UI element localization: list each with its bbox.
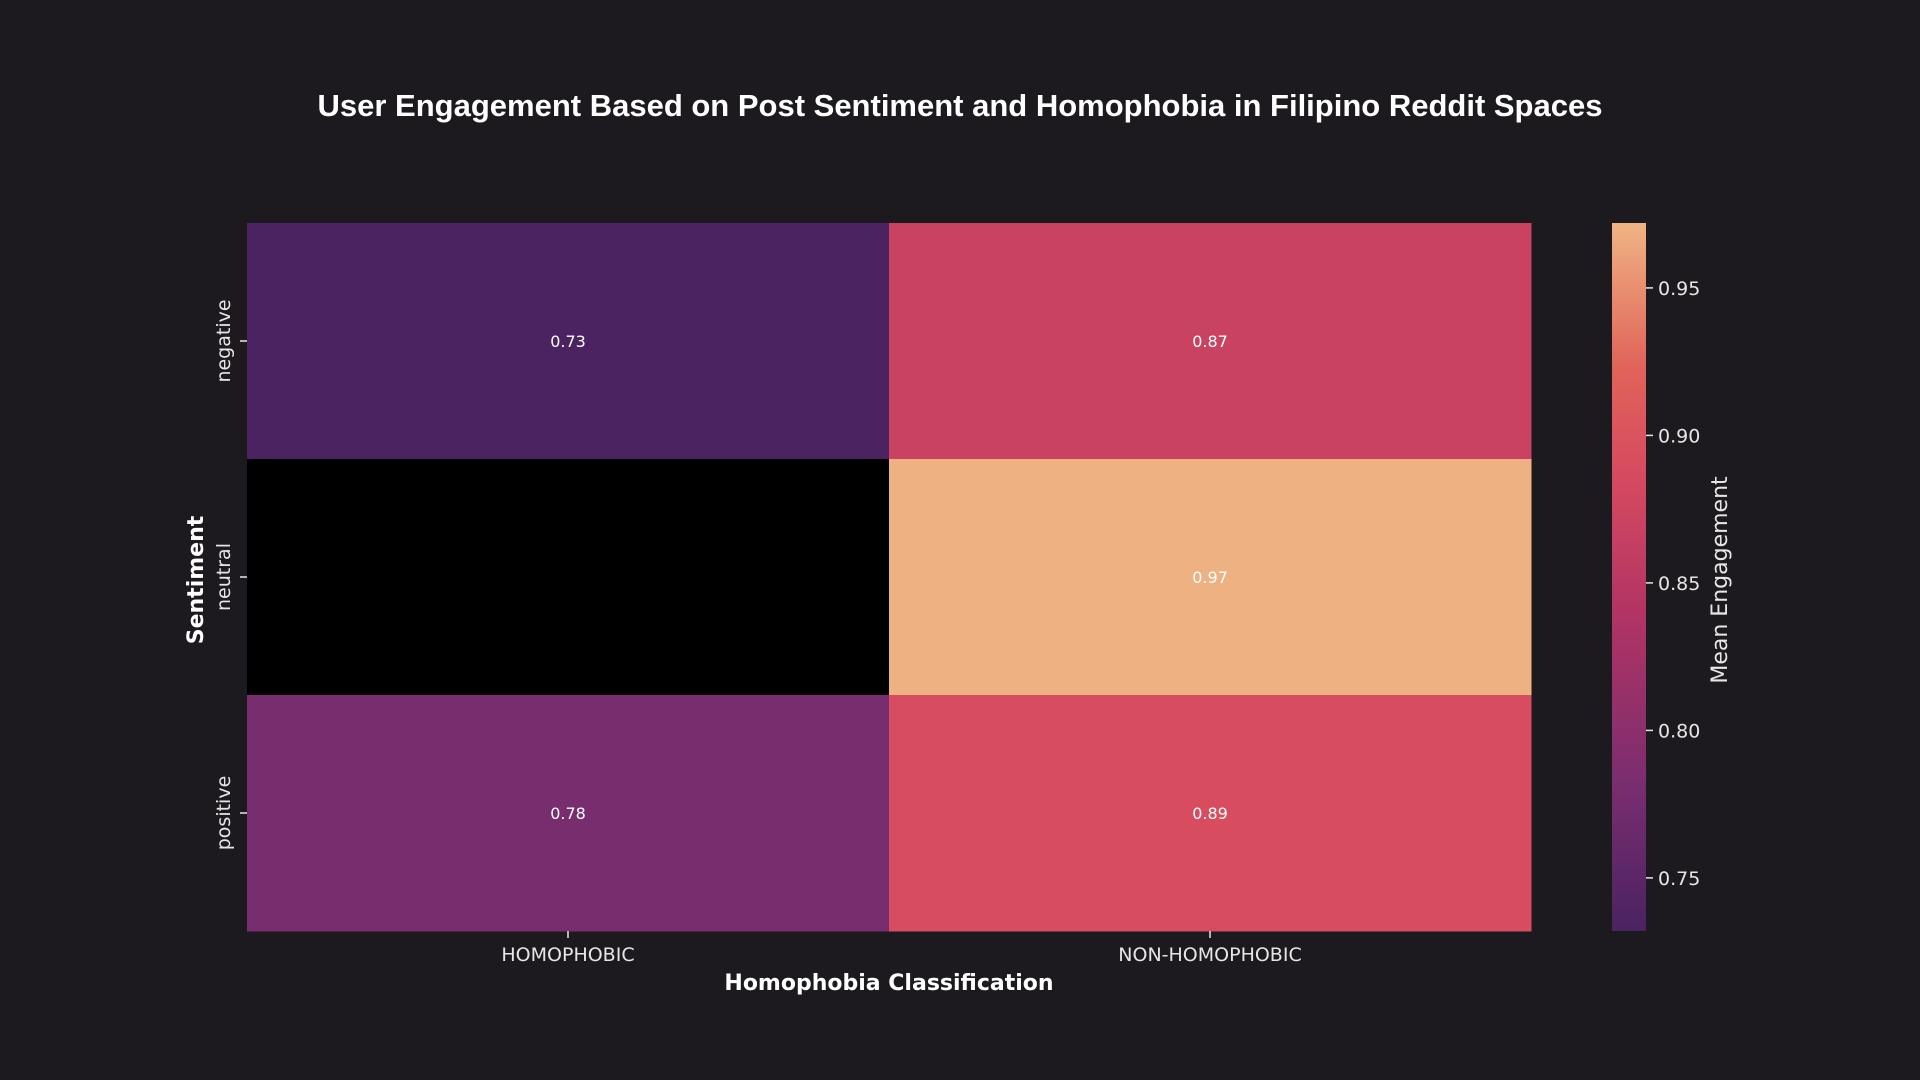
- x-tick-label: NON-HOMOPHOBIC: [1118, 944, 1301, 966]
- colorbar-tick-label: 0.75: [1658, 868, 1700, 890]
- cell-value-label: 0.73: [550, 332, 586, 351]
- chart-title: User Engagement Based on Post Sentiment …: [318, 88, 1603, 123]
- colorbar-tick-label: 0.85: [1658, 573, 1700, 595]
- heatmap-cells: [247, 223, 1532, 932]
- cell-value-label: 0.89: [1192, 804, 1228, 823]
- colorbar: 0.75 0.80 0.85 0.90 0.95: [1612, 223, 1700, 931]
- x-axis: HOMOPHOBIC NON-HOMOPHOBIC: [501, 931, 1301, 966]
- colorbar-label: Mean Engagement: [1708, 476, 1733, 684]
- heatmap-cell: [247, 459, 890, 696]
- x-tick-label: HOMOPHOBIC: [501, 944, 634, 966]
- y-axis: negative neutral positive: [213, 299, 247, 850]
- colorbar-tick-label: 0.80: [1658, 720, 1700, 742]
- y-axis-label: Sentiment: [184, 515, 209, 644]
- cell-value-label: 0.87: [1192, 332, 1228, 351]
- x-axis-label: Homophobia Classification: [724, 971, 1053, 996]
- colorbar-gradient: [1612, 223, 1646, 931]
- y-tick-label: negative: [213, 299, 235, 382]
- colorbar-tick-label: 0.95: [1658, 278, 1700, 300]
- y-tick-label: positive: [213, 776, 235, 851]
- colorbar-tick-label: 0.90: [1658, 425, 1700, 447]
- y-tick-label: neutral: [213, 543, 235, 611]
- cell-value-label: 0.97: [1192, 568, 1228, 587]
- cell-value-label: 0.78: [550, 804, 586, 823]
